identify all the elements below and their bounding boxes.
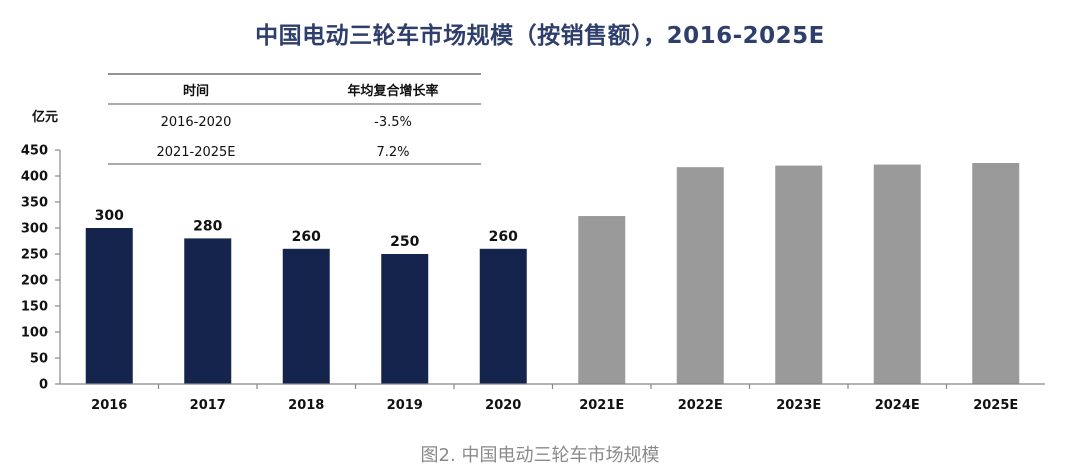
bar-2021E [578,216,626,384]
y-tick-label: 50 [30,352,48,367]
data-label-2020: 260 [489,229,518,245]
x-tick-label-2024E: 2024E [875,398,920,413]
y-tick-label: 450 [21,144,48,159]
table-row2-period: 2021-2025E [156,145,235,160]
bar-2025E [972,163,1020,384]
y-tick-label: 350 [21,196,48,211]
bar-2019 [381,254,429,384]
bar-2020 [479,248,527,384]
bar-2022E [676,167,724,384]
y-tick-label: 400 [21,170,48,185]
bar-2017 [184,238,232,384]
y-tick-label: 0 [39,378,48,393]
x-tick-label-2021E: 2021E [579,398,624,413]
x-tick-label-2019: 2019 [387,398,423,413]
x-tick-label-2017: 2017 [190,398,226,413]
bar-2016 [85,228,133,384]
y-tick-label: 300 [21,222,48,237]
table-header-cagr: 年均复合增长率 [347,83,438,99]
bars: 300 280 260 250 260 [85,163,1020,384]
x-tick-label-2020: 2020 [485,398,521,413]
data-label-2019: 250 [390,234,419,250]
y-tick-label: 150 [21,300,48,315]
table-row1-cagr: -3.5% [374,115,412,130]
x-tick-label-2025E: 2025E [973,398,1018,413]
x-tick-label-2023E: 2023E [776,398,821,413]
data-label-2017: 280 [193,218,222,234]
table-row1-period: 2016-2020 [161,115,232,130]
table-row2-cagr: 7.2% [376,145,409,160]
figure-caption: 图2. 中国电动三轮车市场规模 [420,445,660,466]
y-tick-label: 200 [21,274,48,289]
x-tick-label-2022E: 2022E [678,398,723,413]
x-axis: 2016 2017 2018 2019 2020 2021E 2022E 2023E 2024E… [60,383,1045,413]
y-tick-label: 250 [21,248,48,263]
chart-title: 中国电动三轮车市场规模（按销售额），2016-2025E [255,23,825,49]
table-header-period: 时间 [183,83,209,99]
data-label-2018: 260 [292,229,321,245]
y-axis-unit-label: 亿元 [32,109,58,125]
bar-chart: 时间 年均复合增长率 2016-2020 -3.5% 2021-2025E 7.… [21,73,1045,413]
data-label-2016: 300 [95,208,124,224]
x-tick-label-2016: 2016 [91,398,127,413]
x-tick-label-2018: 2018 [288,398,324,413]
y-axis: 0 50 100 150 200 250 300 350 400 450 [21,144,61,393]
bar-2023E [775,165,823,384]
y-tick-label: 100 [21,326,48,341]
cagr-table: 时间 年均复合增长率 2016-2020 -3.5% 2021-2025E 7.… [108,73,481,165]
bar-2024E [873,164,921,384]
bar-2018 [282,248,330,384]
